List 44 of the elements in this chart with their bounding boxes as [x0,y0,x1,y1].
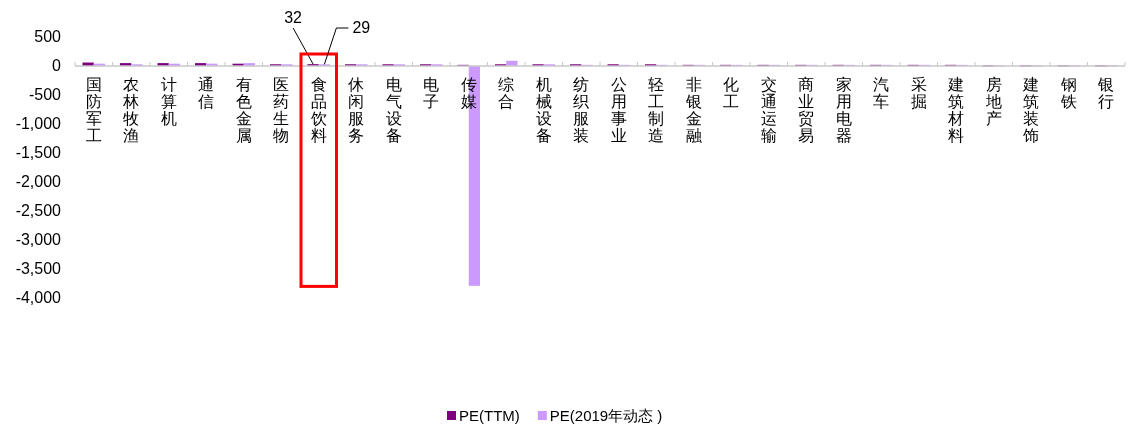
x-tick-label: 轻工制造 [648,76,665,144]
y-tick-label: -3,000 [15,231,62,248]
y-tick-label: -1,000 [15,115,62,132]
x-tick-label: 汽车 [873,76,890,110]
y-tick-label: -500 [28,86,62,103]
x-tick-label: 电子 [423,76,440,110]
x-tick-label: 房地产 [984,76,1002,127]
annotation: 32 [284,9,314,65]
annotation: 32 [284,9,303,26]
x-tick-label: 公用事业 [610,76,627,144]
y-tick-label: -1,500 [15,144,62,161]
legend-label: PE(2019年动态 ) [549,407,663,424]
x-tick-label: 家用电器 [835,76,852,144]
x-tick-label: 机械设备 [535,76,552,144]
annotation: 29 [323,19,371,65]
x-tick-label: 商业贸易 [798,76,815,144]
y-tick-label: -3,500 [15,260,62,277]
x-tick-label: 休闲服务 [348,76,365,144]
x-tick-label: 采掘 [910,76,927,110]
x-tick-label: 计算机 [160,76,177,127]
x-tick-label: 国防军工 [85,76,102,144]
x-tick-label: 通信 [198,76,215,110]
x-tick-label: 建筑装饰 [1022,76,1040,144]
y-tick-label: -2,500 [15,202,62,219]
x-tick-label: 传媒 [460,76,477,110]
legend-label: PE(TTM) [459,407,520,424]
annotation: 29 [352,19,371,36]
x-tick-label: 建筑材料 [947,76,965,144]
y-tick-label: 500 [34,28,62,45]
x-tick-label: 非银金融 [684,76,702,144]
x-tick-label: 纺织服装 [573,76,590,144]
x-tick-label: 电气设备 [385,76,402,144]
y-tick-label: -4,000 [15,289,62,306]
x-tick-label: 交通运输 [760,76,777,144]
x-tick-label: 医药生物 [273,76,290,144]
x-tick-label: 农林牧渔 [122,76,140,144]
x-tick-label: 有色金属 [235,76,252,144]
x-tick-label: 银行 [1097,76,1115,110]
y-tick-label: 0 [52,57,62,74]
y-tick-label: -2,000 [15,173,62,190]
x-tick-label: 综合 [498,76,515,110]
x-tick-label: 钢铁 [1059,76,1077,110]
x-tick-label: 食品饮料 [309,76,327,144]
x-tick-label: 化工 [723,76,740,110]
